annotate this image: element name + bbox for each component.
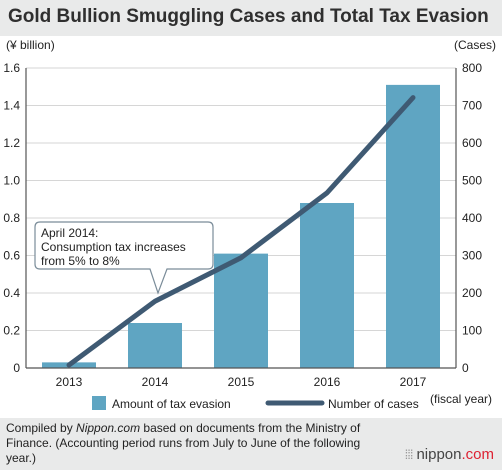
y-left-tick-label: 1.6 [3,61,20,75]
legend-bar-swatch [92,396,106,410]
y-right-tick-label: 700 [462,99,482,113]
bars [42,84,440,368]
x-tick-label: 2015 [228,375,255,389]
y-right-tick-label: 800 [462,61,482,75]
y-left-tick-label: 0.6 [3,249,20,263]
y-right-tick-label: 100 [462,324,482,338]
bar [386,84,440,368]
callout: April 2014:Consumption tax increasesfrom… [34,221,214,295]
y-left-tick-label: 1.4 [3,99,20,113]
chart: 0 0 0.2 100 0.4 200 0.6 300 0.8 400 1.0 500 1.2 600 1.… [3,38,496,411]
y-left-tick-label: 1.0 [3,174,20,188]
x-tick-label: 2017 [400,375,427,389]
logo-brand: nippon [416,446,462,463]
x-tick-label: 2013 [56,375,83,389]
y-right-tick-label: 0 [462,361,469,375]
footer-bar [0,418,502,470]
axes: 0 0 0.2 100 0.4 200 0.6 300 0.8 400 1.0 500 1.2 600 1.… [3,38,496,406]
nippon-logo[interactable]: ⁞⁞⁞ nippon.com [405,446,494,463]
logo-dots-icon: ⁞⁞⁞ [404,447,414,462]
y-right-tick-label: 300 [462,249,482,263]
note-source: Nippon.com [76,421,141,435]
bar [214,253,268,368]
callout-text: from 5% to 8% [41,254,120,268]
y-left-tick-label: 1.2 [3,136,20,150]
y-right-tick-label: 400 [462,211,482,225]
callout-bubble [34,221,214,295]
y-left-tick-label: 0 [13,361,20,375]
bar [300,203,354,368]
y-right-tick-label: 500 [462,174,482,188]
x-tick-label: 2014 [142,375,169,389]
y-left-tick-label: 0.8 [3,211,20,225]
y-right-tick-label: 200 [462,286,482,300]
bar [128,323,182,368]
chart-title: Gold Bullion Smuggling Cases and Total T… [8,6,489,27]
y-left-tick-label: 0.4 [3,286,20,300]
legend-line-label: Number of cases [328,397,419,411]
callout-text: Consumption tax increases [41,240,186,254]
y-left-tick-label: 0.2 [3,324,20,338]
logo-dotcom: .com [461,446,494,463]
note-prefix: Compiled by [6,421,77,435]
callout-text: April 2014: [41,226,98,240]
source-note: Compiled by Nippon.com based on document… [6,421,386,466]
legend: Amount of tax evasion Number of cases [92,396,419,411]
title-bar [0,0,502,36]
y-right-tick-label: 600 [462,136,482,150]
line-series [66,95,416,368]
y-left-axis-label: (¥ billion) [6,38,55,52]
note-suffix: based on documents from the Ministry of … [6,421,361,465]
y-right-axis-label: (Cases) [454,38,496,52]
x-axis-label: (fiscal year) [430,392,492,406]
legend-bar-label: Amount of tax evasion [112,397,231,411]
line-number-of-cases [66,95,416,368]
x-tick-label: 2016 [314,375,341,389]
